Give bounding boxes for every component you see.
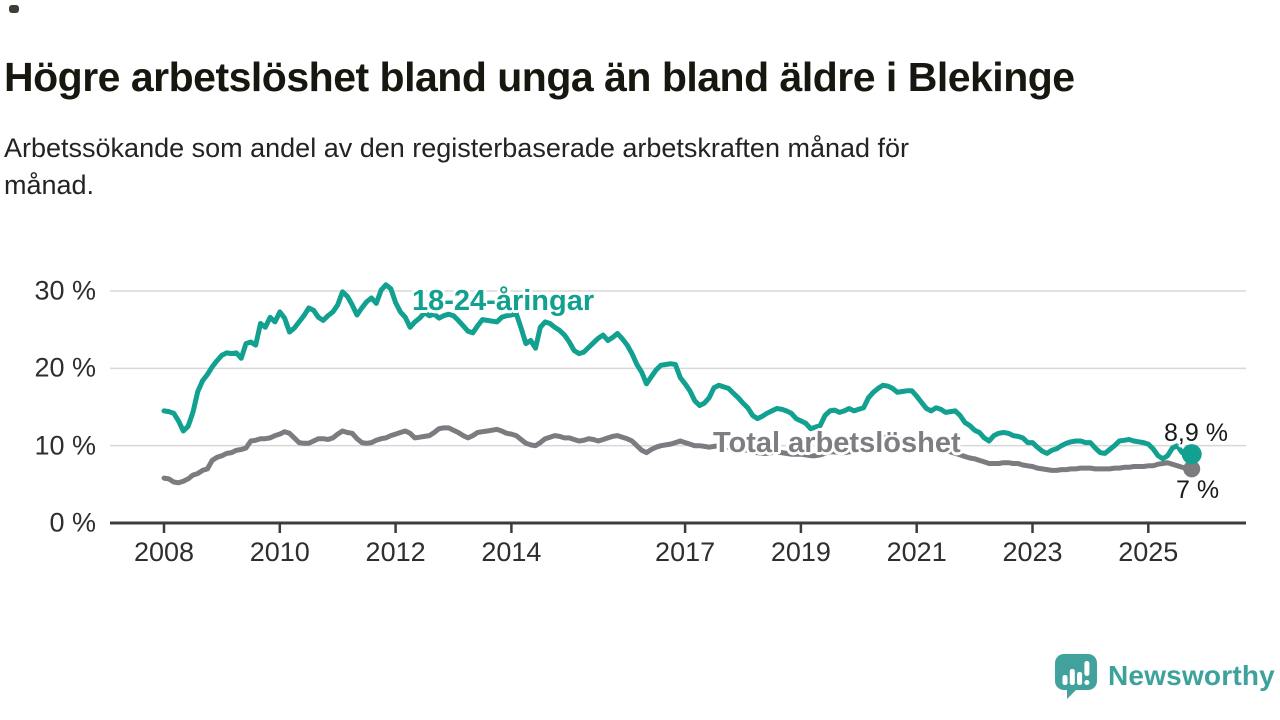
series-label-total: Total arbetslöshet	[713, 427, 961, 459]
newsworthy-logo-text: Newsworthy	[1108, 660, 1275, 691]
x-axis-label: 2017	[655, 537, 716, 567]
x-axis-label: 2019	[770, 537, 831, 567]
y-axis-label: 0 %	[49, 507, 96, 538]
chart-subtitle: Arbetssökande som andel av den registerb…	[4, 130, 1204, 204]
x-axis-label: 2025	[1118, 537, 1179, 567]
x-axis-label: 2021	[886, 537, 947, 567]
y-axis-label: 30 %	[34, 275, 96, 306]
y-axis-label: 20 %	[34, 352, 96, 383]
chart-title: Högre arbetslöshet bland unga än bland ä…	[4, 54, 1075, 101]
corner-artifact	[9, 5, 19, 13]
x-axis-label: 2014	[481, 537, 542, 567]
newsworthy-logo-icon	[1055, 654, 1097, 699]
end-value-label-youth: 8,9 %	[1164, 419, 1228, 447]
chart-subtitle-line1: Arbetssökande som andel av den registerb…	[4, 133, 910, 163]
x-axis-label: 2010	[249, 537, 310, 567]
x-axis-label: 2012	[365, 537, 426, 567]
chart-subtitle-line2: månad.	[4, 170, 95, 200]
end-value-label-total: 7 %	[1176, 476, 1220, 504]
series-label-youth: 18-24-åringar	[412, 285, 595, 317]
newsworthy-logo: Newsworthy	[1053, 652, 1275, 700]
y-axis-label: 10 %	[34, 430, 96, 461]
x-axis-label: 2008	[133, 537, 195, 567]
x-axis-label: 2023	[1002, 537, 1063, 567]
